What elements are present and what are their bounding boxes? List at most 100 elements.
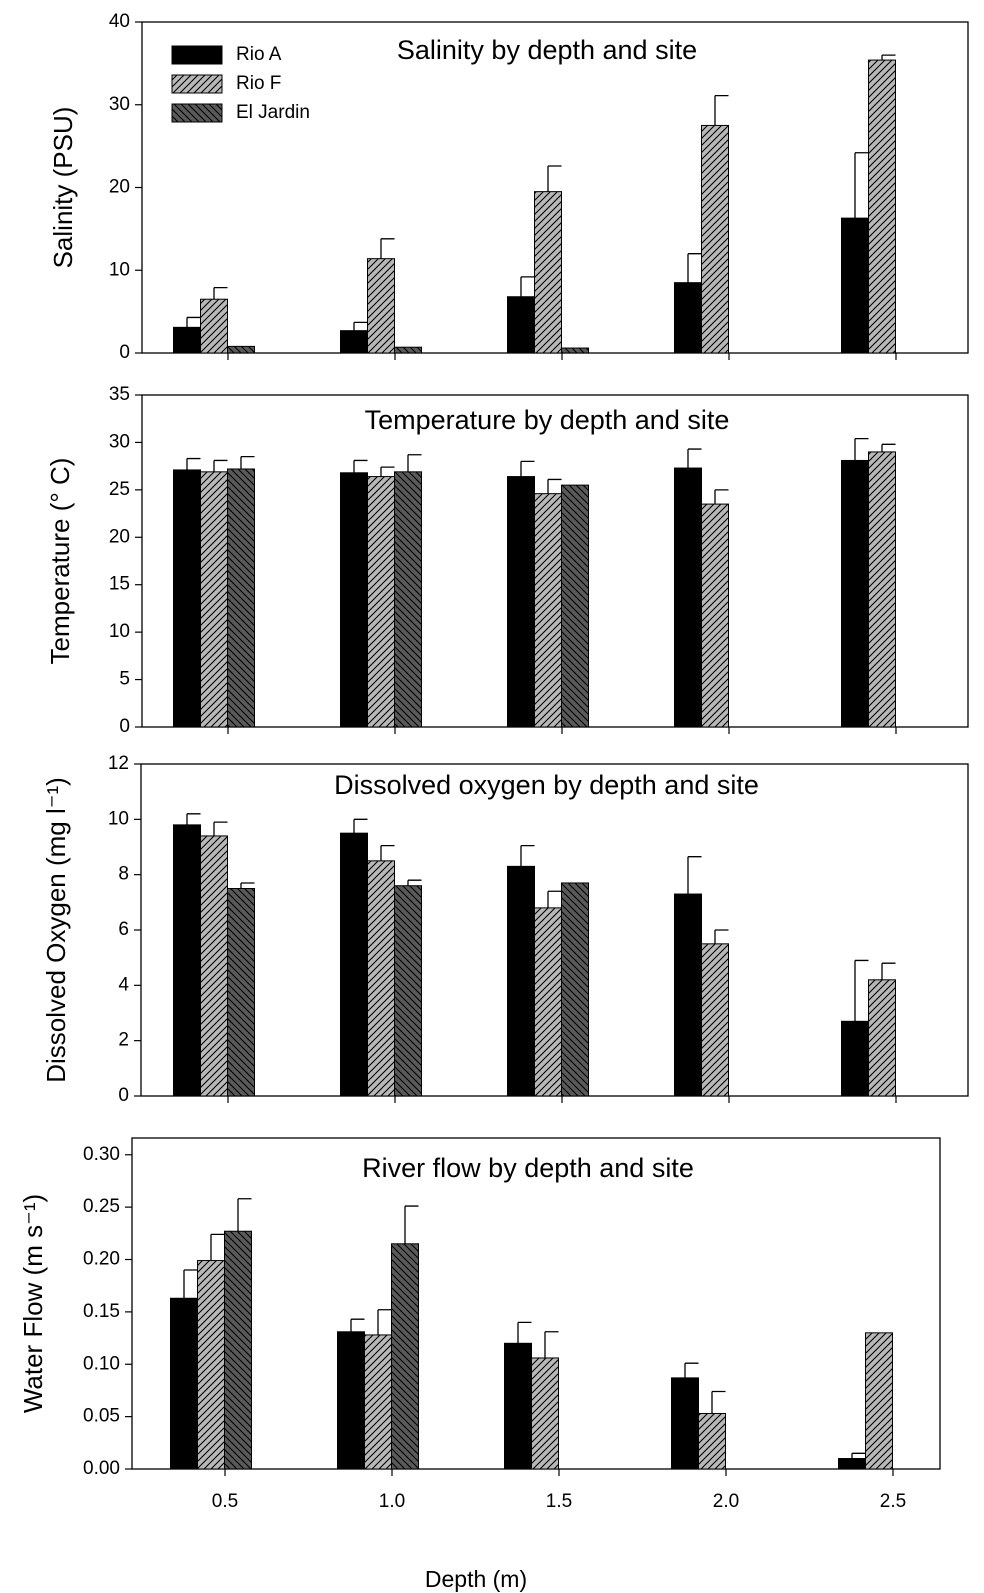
error-bar	[854, 437, 869, 461]
bar	[701, 943, 729, 1097]
legend-swatch	[171, 103, 223, 123]
y-tick-label: 0.05	[83, 1406, 120, 1427]
error-bar	[714, 489, 729, 505]
bar	[534, 907, 562, 1097]
y-tick-label: 0.20	[83, 1249, 120, 1270]
bar	[367, 258, 395, 354]
error-bar	[520, 844, 535, 867]
error-bar	[407, 454, 422, 472]
bar	[701, 503, 729, 728]
legend-label: Rio A	[236, 44, 282, 65]
error-bar	[353, 818, 368, 834]
legend-label: El Jardin	[236, 102, 310, 123]
bar	[227, 345, 255, 354]
x-tick-label: 1.5	[546, 1491, 572, 1512]
bar	[865, 1332, 893, 1470]
y-tick-label: 10	[108, 808, 129, 829]
bar	[534, 191, 562, 354]
error-bar	[237, 1198, 252, 1232]
x-axis-label: Depth (m)	[425, 1566, 527, 1592]
error-bar	[544, 1331, 559, 1358]
y-axis-label: Dissolved Oxygen (mg l⁻¹)	[41, 777, 71, 1083]
bar	[394, 471, 422, 728]
error-bar	[186, 457, 201, 470]
bar	[674, 467, 702, 728]
bar	[394, 885, 422, 1097]
bar	[838, 1458, 866, 1470]
error-bar	[520, 276, 535, 297]
error-bar	[714, 94, 729, 126]
y-tick-label: 15	[109, 574, 130, 595]
y-tick-label: 4	[118, 974, 129, 995]
y-tick-label: 2	[118, 1030, 129, 1051]
y-tick-label: 0	[119, 342, 130, 363]
bar	[340, 330, 368, 354]
error-bar	[240, 882, 255, 889]
bar	[340, 832, 368, 1097]
y-axis-label: Water Flow (m s⁻¹)	[18, 1194, 48, 1413]
bar	[197, 1260, 225, 1470]
chart-title: Salinity by depth and site	[397, 35, 697, 65]
error-bar	[714, 929, 729, 944]
bar	[224, 1230, 252, 1470]
x-tick-label: 0.5	[212, 1491, 238, 1512]
bar	[364, 1334, 392, 1470]
y-tick-label: 12	[108, 753, 129, 774]
error-bar	[186, 316, 201, 328]
error-bar	[353, 459, 368, 473]
error-bar	[380, 844, 395, 861]
bar	[507, 296, 535, 354]
y-tick-label: 10	[109, 621, 130, 642]
error-bar	[547, 478, 562, 494]
y-axis-label: Salinity (PSU)	[48, 107, 78, 269]
bar	[841, 217, 869, 354]
bar	[674, 893, 702, 1097]
bar	[394, 346, 422, 354]
chart-title: River flow by depth and site	[362, 1153, 694, 1183]
error-bar	[881, 54, 896, 61]
bar	[674, 282, 702, 354]
bar	[391, 1243, 419, 1470]
bar	[698, 1412, 726, 1470]
y-tick-label: 35	[109, 384, 130, 405]
y-axis-label: Temperature (° C)	[45, 458, 75, 665]
y-tick-label: 20	[109, 177, 130, 198]
bar	[367, 476, 395, 728]
x-tick-label: 2.5	[880, 1491, 906, 1512]
error-bar	[520, 460, 535, 477]
bar	[561, 347, 589, 354]
x-tick-label: 2.0	[713, 1491, 739, 1512]
y-tick-label: 0	[119, 716, 130, 737]
bar	[701, 124, 729, 354]
bar	[841, 459, 869, 728]
error-bar	[186, 813, 201, 825]
error-bar	[687, 856, 702, 895]
error-bar	[380, 466, 395, 477]
bar	[841, 1020, 869, 1097]
chart-title: Dissolved oxygen by depth and site	[334, 770, 759, 800]
bar	[561, 882, 589, 1097]
error-bar	[240, 456, 255, 469]
bar	[534, 493, 562, 728]
error-bar	[687, 448, 702, 469]
error-bar	[407, 879, 422, 886]
x-tick-label: 1.0	[379, 1491, 405, 1512]
error-bar	[183, 1269, 198, 1299]
error-bar	[517, 1321, 532, 1344]
error-bar	[377, 1309, 392, 1335]
bar	[227, 888, 255, 1097]
error-bar	[213, 821, 228, 836]
bar	[367, 860, 395, 1097]
bar	[337, 1331, 365, 1470]
y-tick-label: 0	[118, 1085, 129, 1106]
y-tick-label: 8	[118, 864, 129, 885]
error-bar	[353, 321, 368, 331]
bar	[561, 484, 589, 728]
bar	[868, 59, 896, 354]
chart-title: Temperature by depth and site	[365, 405, 730, 435]
bar	[504, 1342, 532, 1470]
y-tick-label: 0.00	[83, 1458, 120, 1479]
error-bar	[851, 1452, 866, 1459]
error-bar	[380, 238, 395, 259]
